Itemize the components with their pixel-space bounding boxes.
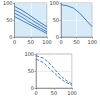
svg-text:100: 100 <box>3 0 13 6</box>
svg-text:50: 50 <box>28 39 34 45</box>
svg-text:100: 100 <box>24 51 34 57</box>
svg-text:100: 100 <box>67 90 77 96</box>
svg-text:100: 100 <box>87 39 97 45</box>
svg-text:100: 100 <box>42 39 52 45</box>
svg-text:0: 0 <box>55 34 59 40</box>
svg-text:100: 100 <box>49 0 59 6</box>
svg-text:50: 50 <box>28 68 34 74</box>
svg-text:50: 50 <box>6 17 12 23</box>
svg-text:0: 0 <box>9 34 13 40</box>
svg-text:50: 50 <box>53 17 59 23</box>
svg-text:0: 0 <box>34 90 37 96</box>
svg-text:50: 50 <box>73 39 79 45</box>
svg-text:0: 0 <box>30 85 34 91</box>
svg-text:0: 0 <box>59 39 62 45</box>
svg-text:0: 0 <box>13 39 16 45</box>
svg-text:50: 50 <box>51 90 57 96</box>
